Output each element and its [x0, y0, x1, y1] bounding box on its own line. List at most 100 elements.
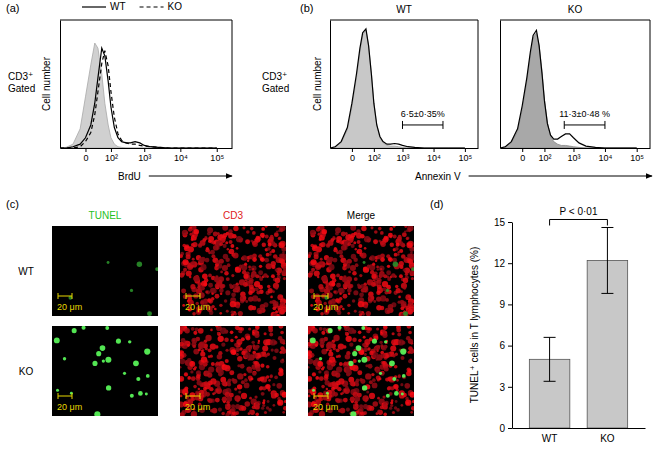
cd3-signal — [215, 283, 220, 288]
cd3-signal — [210, 329, 213, 332]
tunel-signal — [133, 360, 139, 366]
cd3-signal — [237, 384, 242, 389]
cd3-signal — [190, 284, 195, 289]
x-axis-tick-label: 10⁵ — [459, 153, 473, 163]
cd3-signal — [249, 345, 252, 348]
gate-label: 6·5±0·35% — [401, 109, 445, 119]
cd3-signal — [208, 236, 214, 242]
cd3-signal — [246, 230, 250, 234]
cd3-signal — [346, 336, 352, 342]
cd3-signal — [205, 347, 208, 350]
cd3-signal — [409, 349, 414, 354]
y-axis-line — [60, 21, 61, 149]
cd3-signal — [225, 349, 228, 352]
cd3-signal — [248, 350, 251, 353]
cd3-signal — [372, 274, 378, 280]
cd3-signal — [182, 389, 188, 395]
cd3-signal — [254, 395, 257, 398]
cd3-signal — [355, 248, 357, 250]
cd3-signal — [377, 268, 380, 271]
cd3-signal — [382, 403, 387, 408]
tunel-signal — [107, 261, 110, 264]
cd3-signal — [262, 243, 266, 247]
cd3-signal — [252, 306, 256, 310]
tunel-signal — [145, 393, 148, 396]
cd3-signal — [247, 259, 250, 262]
cd3-signal — [215, 346, 218, 349]
cd3-signal — [336, 348, 340, 352]
annotation: P < 0·01 — [560, 206, 598, 217]
x-axis-tick-label: 10⁴ — [599, 153, 613, 163]
cd3-signal — [231, 274, 234, 277]
cd3-signal — [321, 245, 324, 248]
cd3-signal — [326, 388, 328, 390]
cd3-signal — [239, 330, 242, 333]
frame-right — [478, 20, 479, 148]
cd3-signal — [180, 376, 184, 382]
cd3-signal — [189, 276, 191, 278]
y-axis-tick: 12 — [494, 258, 512, 269]
cd3-signal — [217, 354, 222, 359]
cd3-signal — [314, 254, 319, 259]
cd3-signal — [263, 399, 266, 402]
cd3-signal — [349, 238, 353, 242]
cd3-signal — [391, 273, 396, 278]
cd3-signal — [328, 351, 333, 356]
scale-bar-label: 20 μm — [57, 302, 82, 312]
tunel-signal — [123, 372, 126, 375]
cd3-signal — [238, 397, 241, 400]
cd3-signal — [216, 260, 220, 264]
micrograph — [52, 326, 158, 416]
cd3-signal — [364, 348, 368, 352]
cd3-signal — [363, 336, 366, 339]
cd3-signal — [388, 233, 393, 238]
cd3-signal — [322, 229, 327, 234]
cd3-signal — [201, 356, 207, 362]
cd3-signal — [380, 231, 384, 235]
cd3-signal — [357, 370, 362, 375]
tunel-signal — [384, 340, 387, 343]
cd3-signal — [274, 375, 278, 379]
cd3-signal — [265, 234, 269, 238]
cd3-signal — [339, 292, 341, 294]
cd3-signal — [356, 404, 359, 407]
cd3-signal — [342, 392, 345, 395]
cd3-signal — [347, 284, 352, 289]
column-header: TUNEL — [89, 210, 122, 221]
cd3-signal — [277, 273, 280, 276]
cd3-signal — [382, 329, 386, 333]
cd3-signal — [208, 366, 214, 372]
cd3-signal — [198, 243, 202, 247]
scale-bar-label: 20 μm — [313, 302, 338, 312]
cd3-signal — [244, 263, 247, 266]
cd3-signal — [387, 376, 392, 381]
cd3-signal — [259, 376, 264, 381]
x-axis-tick-mark — [85, 148, 86, 152]
cd3-signal — [408, 309, 413, 314]
cd3-signal — [264, 411, 267, 414]
cd3-signal — [348, 284, 352, 288]
tunel-signal — [319, 357, 322, 360]
cd3-signal — [242, 255, 248, 261]
cd3-signal — [398, 251, 400, 253]
tunel-signal — [136, 377, 140, 381]
cd3-signal — [275, 310, 278, 313]
cd3-signal — [264, 354, 268, 358]
cd3-signal — [390, 404, 393, 407]
side-label-line: CD3⁺ — [262, 71, 287, 82]
cd3-signal — [258, 285, 263, 290]
cd3-signal — [404, 383, 410, 389]
cd3-signal — [221, 238, 225, 242]
cd3-signal — [408, 359, 412, 363]
cd3-signal — [225, 359, 229, 363]
cd3-signal — [380, 268, 382, 270]
cd3-signal — [408, 331, 412, 335]
cd3-signal — [392, 354, 396, 358]
x-axis: WTKO — [513, 429, 646, 445]
y-axis-tick-label: 15 — [494, 217, 506, 228]
x-axis-tick-mark — [522, 148, 523, 152]
cd3-signal — [377, 284, 382, 289]
cd3-signal — [331, 387, 335, 391]
side-label-line: CD3⁺ — [8, 71, 33, 82]
x-axis-line — [513, 428, 646, 429]
